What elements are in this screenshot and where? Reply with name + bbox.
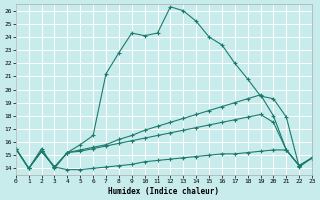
X-axis label: Humidex (Indice chaleur): Humidex (Indice chaleur) (108, 187, 220, 196)
